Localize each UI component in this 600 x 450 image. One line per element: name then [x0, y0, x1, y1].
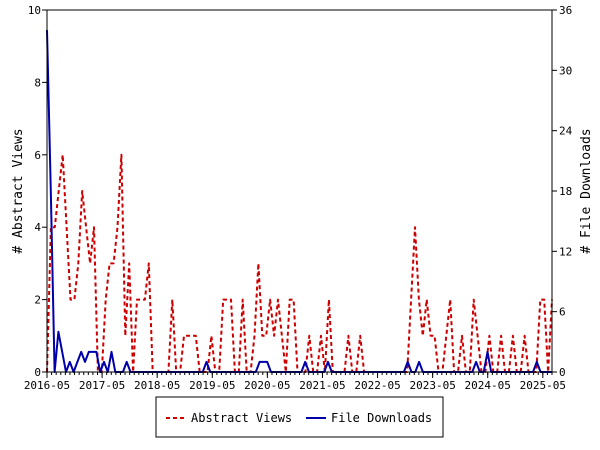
y-left-tick-label: 0	[34, 366, 41, 379]
right-axis-ticks: 0 6 12 18 24 30 36	[552, 4, 573, 379]
x-tick-label: 2025-05	[520, 379, 566, 392]
x-tick-label: 2016-05	[24, 379, 70, 392]
x-tick-label: 2024-05	[465, 379, 511, 392]
x-tick-label: 2020-05	[244, 379, 290, 392]
y-left-tick-label: 10	[28, 4, 41, 17]
y-right-tick-label: 0	[559, 366, 566, 379]
x-tick-label: 2019-05	[189, 379, 235, 392]
x-tick-label: 2023-05	[409, 379, 455, 392]
y-left-tick-label: 8	[34, 76, 41, 89]
x-tick-label: 2021-05	[299, 379, 345, 392]
legend-label-file-downloads: File Downloads	[331, 411, 432, 425]
legend: Abstract Views File Downloads	[155, 396, 444, 438]
x-axis-ticks: 2016-05 2017-05 2018-05 2019-05 2020-05 2021-…	[24, 372, 566, 392]
x-tick-label: 2022-05	[354, 379, 400, 392]
legend-label-abstract-views: Abstract Views	[191, 411, 292, 425]
y-left-tick-label: 4	[34, 221, 41, 234]
x-tick-label: 2018-05	[134, 379, 180, 392]
y-left-axis-label: # Abstract Views	[11, 128, 26, 253]
y-left-tick-label: 2	[34, 294, 41, 307]
y-right-tick-label: 6	[559, 306, 566, 319]
x-tick-label: 2017-05	[79, 379, 125, 392]
y-right-tick-label: 18	[559, 185, 572, 198]
y-right-axis-label: # File Downloads	[579, 128, 594, 253]
y-right-tick-label: 30	[559, 64, 572, 77]
left-axis-ticks: 0 2 4 6 8 10	[28, 4, 47, 379]
y-right-tick-label: 36	[559, 4, 572, 17]
legend-box	[155, 396, 444, 438]
y-left-tick-label: 6	[34, 149, 41, 162]
y-right-tick-label: 12	[559, 245, 572, 258]
y-right-tick-label: 24	[559, 125, 573, 138]
